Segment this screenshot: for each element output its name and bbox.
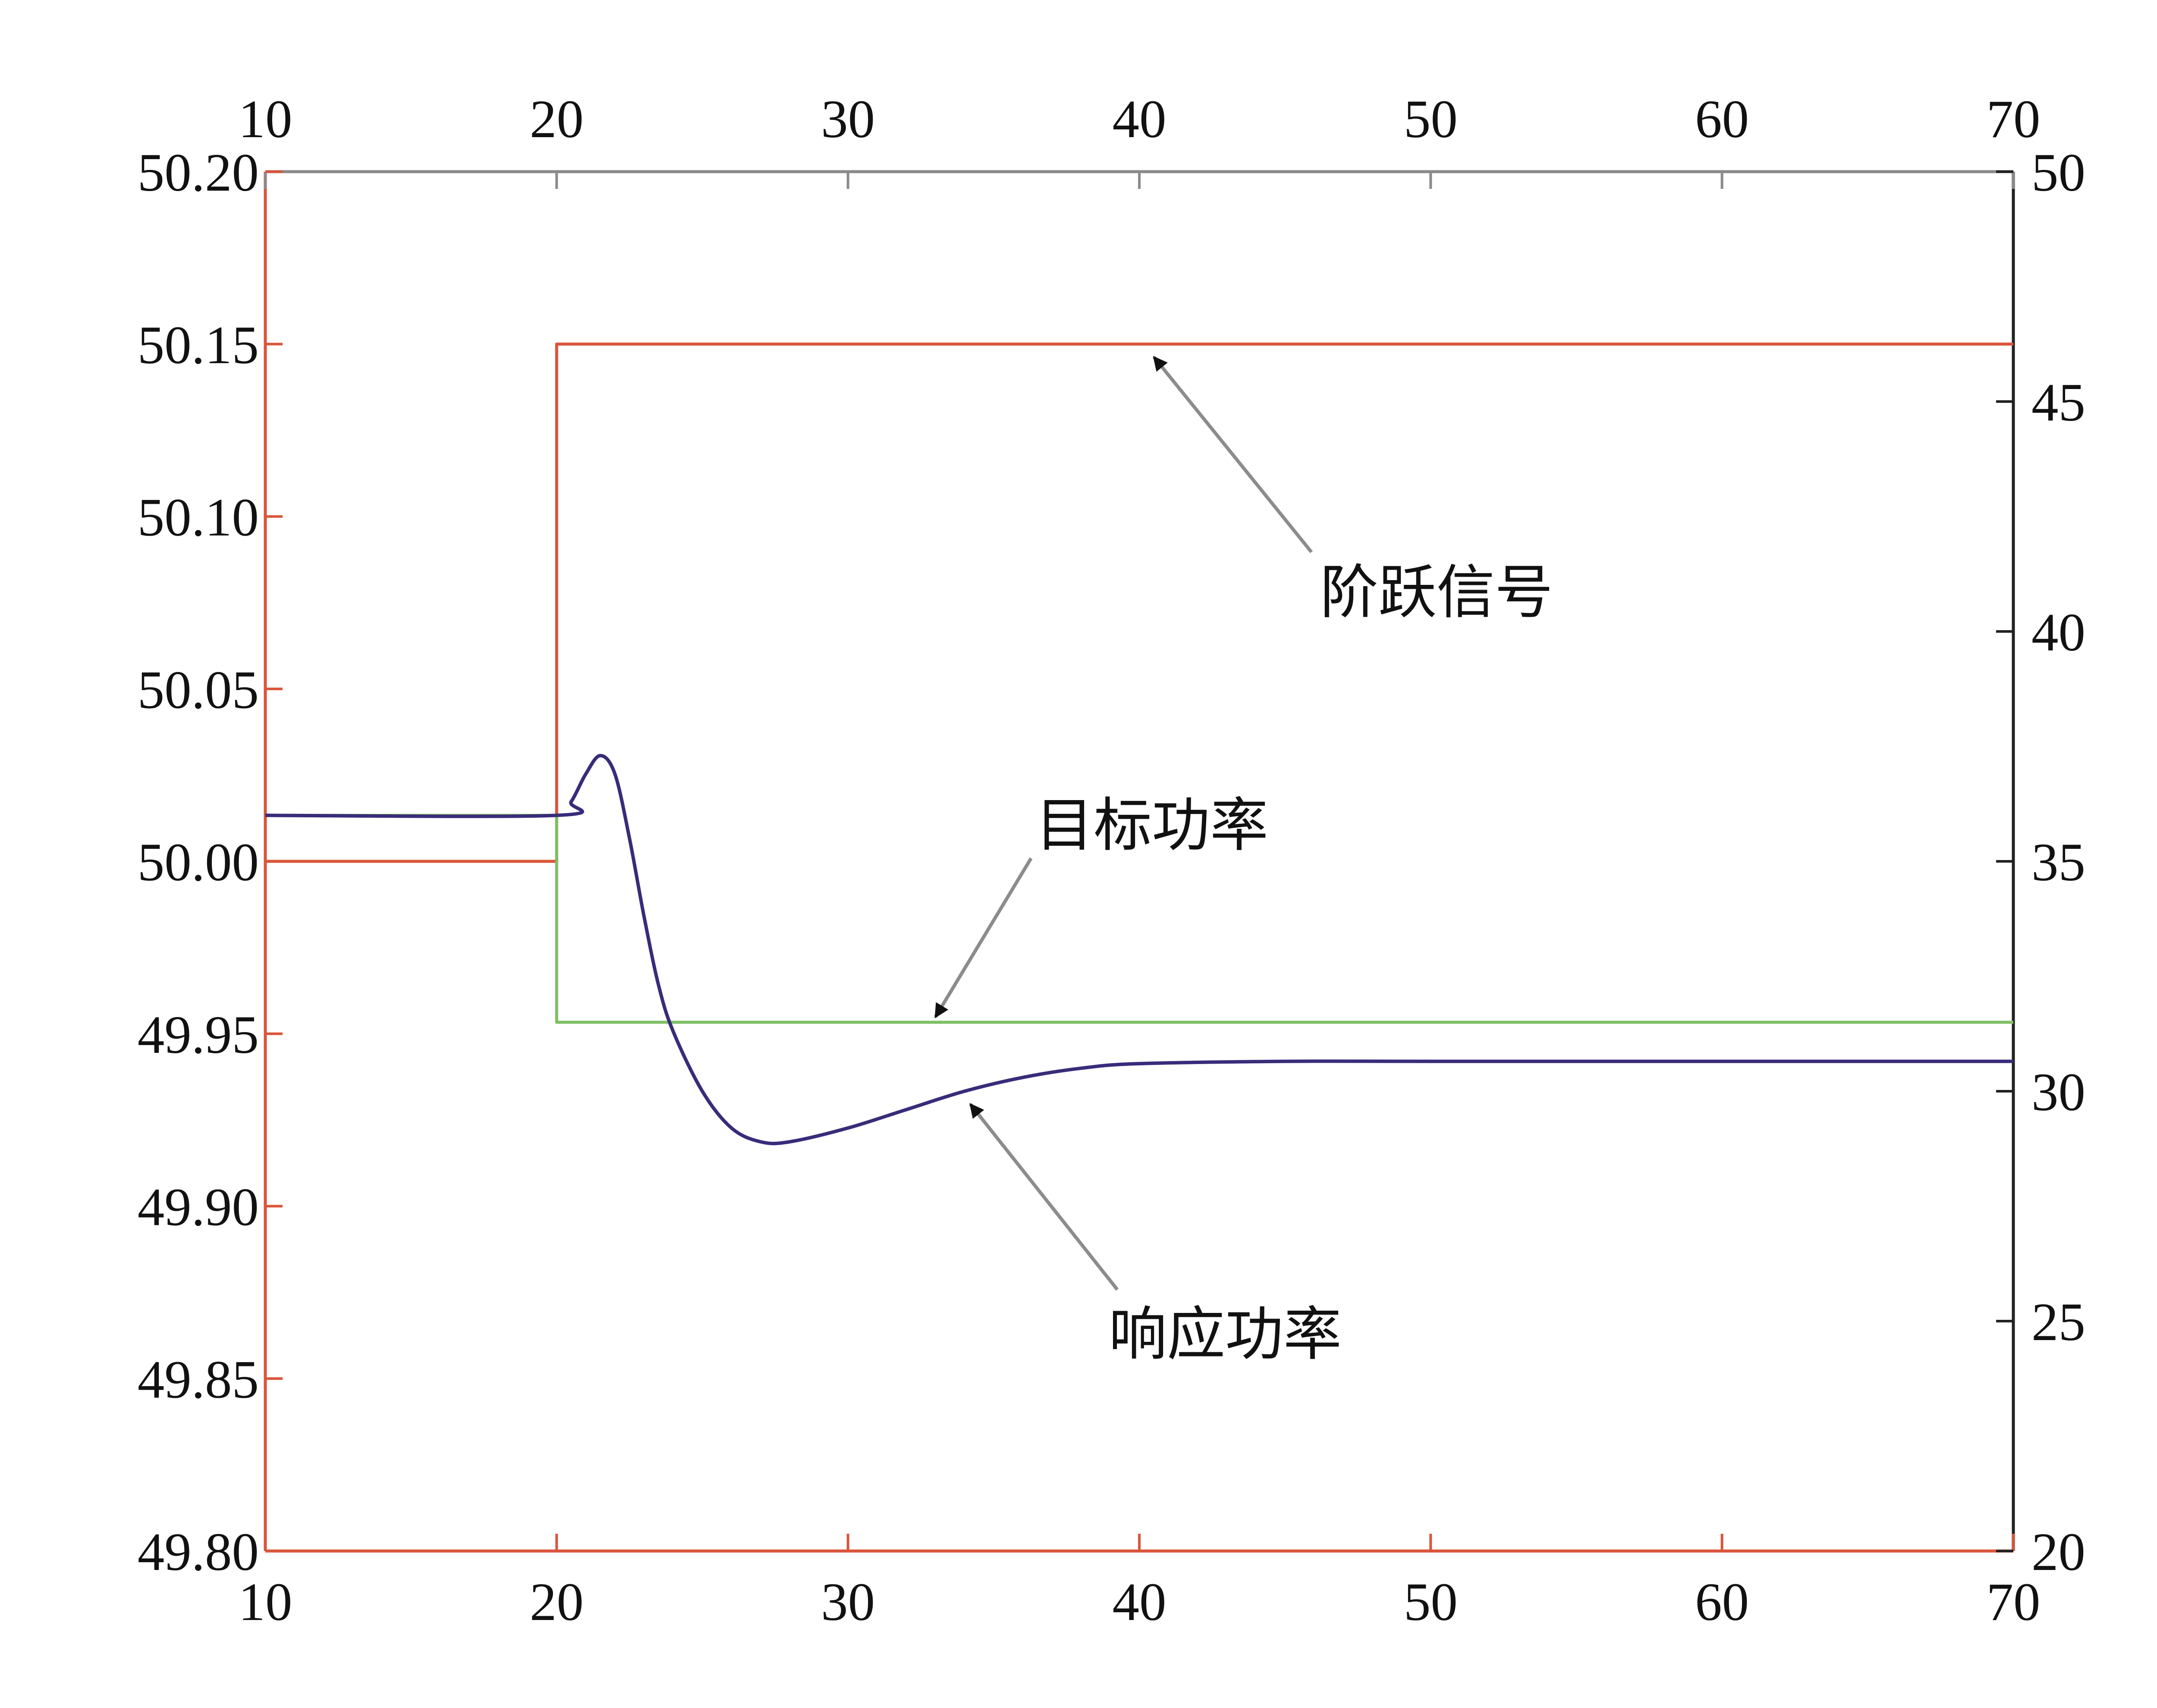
x-tick-label-bottom-2: 30 [821,1573,875,1632]
x-tick-label-top-3: 40 [1113,90,1167,149]
left-y-tick-label-5: 49.95 [138,1005,259,1065]
annotation-label-target: 目标功率 [1035,791,1268,859]
left-y-tick-label-3: 50.05 [138,660,259,720]
x-tick-label-bottom-6: 70 [1987,1573,2041,1632]
right-y-tick-label-6: 20 [2031,1523,2085,1582]
right-y-tick-label-4: 30 [2031,1063,2085,1122]
x-tick-label-top-2: 30 [821,90,875,149]
right-y-tick-label-2: 40 [2031,603,2085,662]
left-y-tick-label-0: 50.20 [138,143,259,203]
left-y-tick-label-6: 49.90 [138,1178,259,1237]
annotation-arrow-response [969,1103,1119,1291]
x-tick-label-bottom-3: 40 [1113,1573,1167,1632]
x-tick-label-bottom-4: 50 [1404,1573,1458,1632]
left-y-tick-label-1: 50.15 [138,316,259,375]
x-tick-label-bottom-1: 20 [530,1573,584,1632]
x-tick-label-top-1: 20 [530,90,584,149]
right-y-tick-label-5: 25 [2031,1293,2085,1352]
x-tick-label-top-5: 60 [1695,90,1749,149]
left-y-tick-label-7: 49.85 [138,1350,259,1410]
annotation-label-response: 响应功率 [1109,1300,1342,1368]
annotation-arrow-step [1152,356,1313,553]
x-tick-label-top-4: 50 [1404,90,1458,149]
left-y-tick-label-8: 49.80 [138,1523,259,1582]
series-response-line [265,754,2013,1146]
right-y-tick-label-1: 45 [2031,373,2085,433]
left-y-tick-label-4: 50.00 [138,833,259,892]
x-tick-label-top-6: 70 [1987,90,2041,149]
annotation-arrow-target [934,857,1033,1018]
x-tick-label-bottom-5: 60 [1695,1573,1749,1632]
left-y-tick-label-2: 50.10 [138,488,259,548]
right-y-tick-label-0: 50 [2031,143,2085,203]
series-step-line [265,342,2013,863]
right-y-tick-label-3: 35 [2031,833,2085,892]
x-tick-label-bottom-0: 10 [239,1573,292,1632]
annotation-label-step: 阶跃信号 [1320,559,1553,626]
x-tick-label-top-0: 10 [239,90,292,149]
